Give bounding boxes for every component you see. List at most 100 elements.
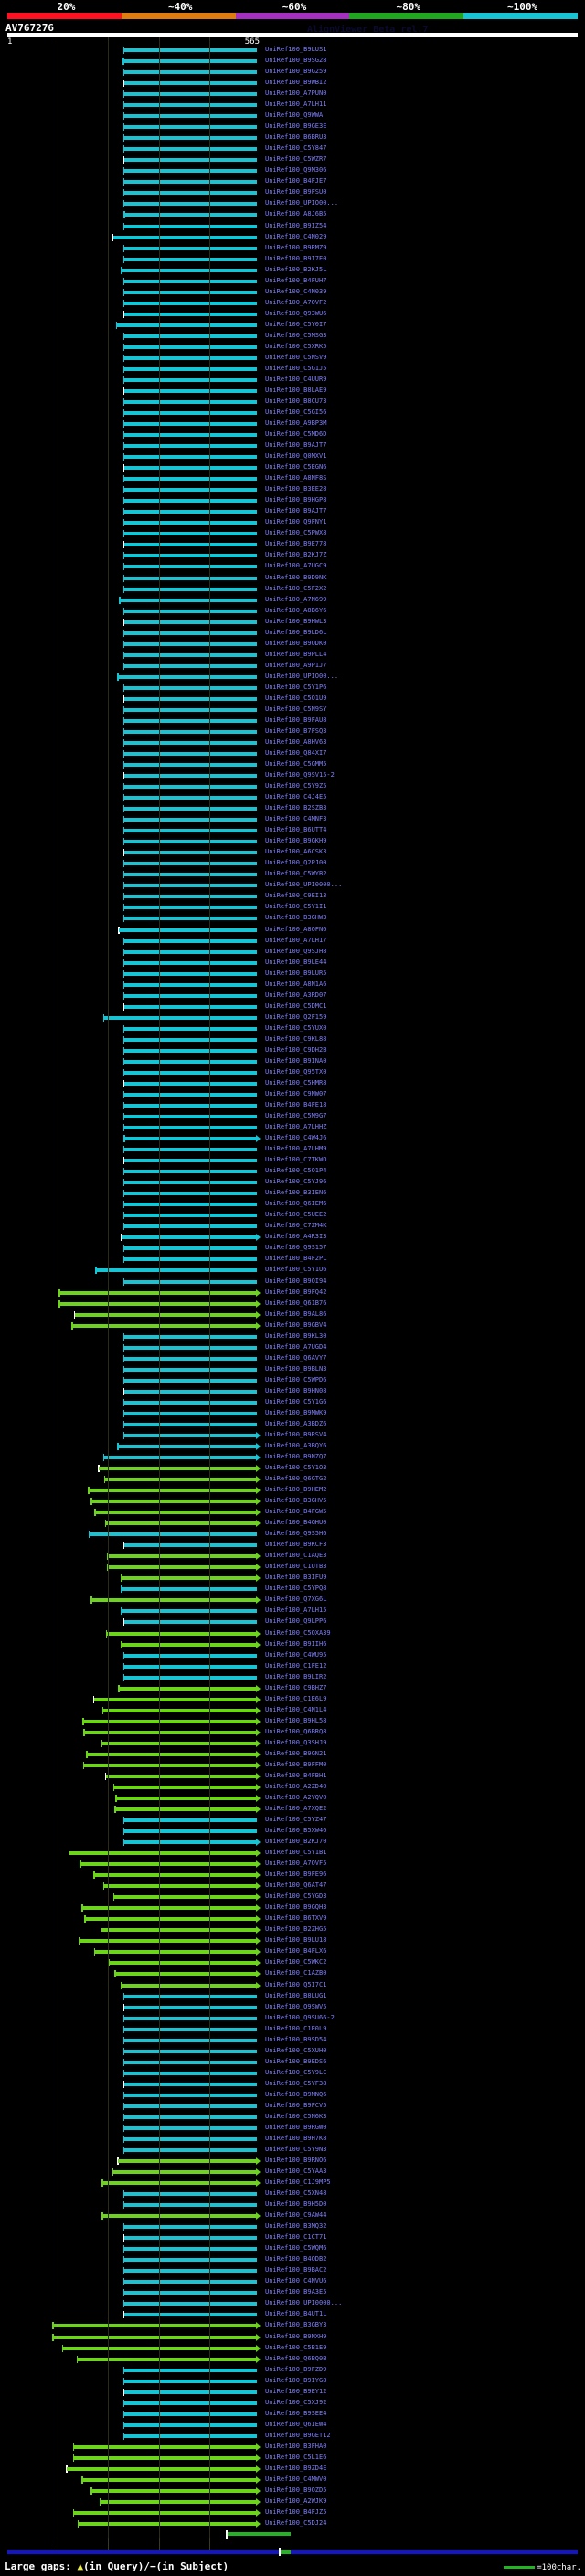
hsp-bar[interactable] xyxy=(91,1598,256,1603)
hsp-bar[interactable] xyxy=(123,1279,257,1284)
hsp-bar[interactable] xyxy=(123,257,257,261)
subject-label[interactable]: UniRef100_B9ZD4E xyxy=(265,2464,327,2472)
hit-row[interactable]: UniRef100_Q93WU6 xyxy=(0,309,585,322)
subject-label[interactable]: UniRef100_A8HV63 xyxy=(265,737,327,746)
subject-label[interactable]: UniRef100_B9IYG8 xyxy=(265,2376,327,2384)
hit-row[interactable]: UniRef100_B9IZ54 xyxy=(0,222,585,234)
hsp-bar[interactable] xyxy=(123,641,257,646)
subject-label[interactable]: UniRef100_C5XRK5 xyxy=(265,342,327,350)
hsp-bar[interactable] xyxy=(93,1697,256,1701)
hit-row[interactable]: UniRef100_Q9S157 xyxy=(0,1244,585,1256)
hsp-bar[interactable] xyxy=(95,1511,256,1515)
subject-label[interactable]: UniRef100_C5WKC2 xyxy=(265,1958,327,1966)
subject-label[interactable]: UniRef100_B9HEM2 xyxy=(265,1486,327,1494)
subject-label[interactable]: UniRef100_C5WZR7 xyxy=(265,155,327,164)
hit-row[interactable]: UniRef100_B9QI94 xyxy=(0,1277,585,1289)
hit-row[interactable]: UniRef100_B9WBI2 xyxy=(0,79,585,90)
subject-label[interactable]: UniRef100_B9GKH9 xyxy=(265,837,327,845)
subject-label[interactable]: UniRef100_A2WJK9 xyxy=(265,2496,327,2505)
hsp-bar[interactable] xyxy=(99,1467,256,1471)
subject-label[interactable]: UniRef100_Q6IEW4 xyxy=(265,2420,327,2428)
hit-row[interactable]: UniRef100_C5WYB2 xyxy=(0,870,585,882)
subject-label[interactable]: UniRef100_Q93WU6 xyxy=(265,309,327,317)
hsp-bar[interactable] xyxy=(123,1433,256,1437)
hsp-bar[interactable] xyxy=(118,1444,256,1448)
hsp-bar[interactable] xyxy=(123,1181,257,1185)
subject-label[interactable]: UniRef100_C5EGN6 xyxy=(265,463,327,472)
subject-label[interactable]: UniRef100_B3EE28 xyxy=(265,485,327,493)
subject-label[interactable]: UniRef100_B9QDK0 xyxy=(265,639,327,647)
hit-row[interactable]: UniRef100_C5WQM6 xyxy=(0,2244,585,2256)
hit-row[interactable]: UniRef100_A2WJK9 xyxy=(0,2496,585,2509)
subject-label[interactable]: UniRef100_B9KCF3 xyxy=(265,1541,327,1549)
hsp-bar[interactable] xyxy=(113,1895,256,1900)
subject-label[interactable]: UniRef100_C1AQE3 xyxy=(265,1552,327,1560)
subject-label[interactable]: UniRef100_C5Y1U6 xyxy=(265,1266,327,1274)
subject-label[interactable]: UniRef100_A7UGC9 xyxy=(265,562,327,570)
hit-row[interactable]: UniRef100_B9MWK9 xyxy=(0,1409,585,1421)
hsp-bar[interactable] xyxy=(122,1576,256,1581)
hsp-bar[interactable] xyxy=(123,2203,257,2208)
hsp-bar[interactable] xyxy=(123,59,257,64)
hit-row[interactable]: UniRef100_B9QDK0 xyxy=(0,639,585,652)
hit-row[interactable]: UniRef100_Q84XI7 xyxy=(0,749,585,761)
hsp-bar[interactable] xyxy=(123,103,257,108)
hsp-bar[interactable] xyxy=(123,444,257,449)
subject-label[interactable]: UniRef100_Q5I7C1 xyxy=(265,1980,327,1988)
hsp-bar[interactable] xyxy=(83,1763,256,1767)
hit-row[interactable]: UniRef100_C5O1P4 xyxy=(0,1167,585,1179)
subject-label[interactable]: UniRef100_B9D9NK xyxy=(265,573,327,581)
hsp-bar[interactable] xyxy=(123,818,257,822)
hsp-bar[interactable] xyxy=(123,2313,257,2317)
subject-label[interactable]: UniRef100_C5F2X2 xyxy=(265,584,327,592)
hsp-bar[interactable] xyxy=(123,2412,257,2416)
hsp-bar[interactable] xyxy=(123,1246,257,1251)
hit-row[interactable]: UniRef100_B9HL58 xyxy=(0,1717,585,1729)
hit-row[interactable]: UniRef100_C5M9G7 xyxy=(0,1112,585,1124)
hit-row[interactable]: UniRef100_C5YF38 xyxy=(0,2080,585,2092)
subject-label[interactable]: UniRef100_C5PWX8 xyxy=(265,529,327,537)
hit-row[interactable]: UniRef100_B9RMZ9 xyxy=(0,244,585,256)
hsp-bar[interactable] xyxy=(123,180,257,185)
subject-label[interactable]: UniRef100_Q6BRQ8 xyxy=(265,1727,327,1735)
subject-label[interactable]: UniRef100_C5O1U9 xyxy=(265,694,327,702)
hsp-bar[interactable] xyxy=(123,1818,257,1823)
subject-label[interactable]: UniRef100_B9RNO6 xyxy=(265,2157,327,2164)
subject-label[interactable]: UniRef100_B9EDS6 xyxy=(265,2057,327,2065)
subject-label[interactable]: UniRef100_B9IIH6 xyxy=(265,1639,327,1648)
hsp-bar[interactable] xyxy=(109,1961,256,1966)
subject-label[interactable]: UniRef100_B9HGP8 xyxy=(265,496,327,504)
hsp-bar[interactable] xyxy=(123,554,257,558)
hsp-bar[interactable] xyxy=(123,1214,257,1218)
hsp-bar[interactable] xyxy=(124,213,257,217)
subject-label[interactable]: UniRef100_B4FE18 xyxy=(265,1101,327,1108)
hsp-bar[interactable] xyxy=(123,2093,257,2097)
hsp-bar[interactable] xyxy=(123,2390,257,2394)
hsp-bar[interactable] xyxy=(72,1323,256,1328)
subject-label[interactable]: UniRef100_UPI0000... xyxy=(265,2299,343,2307)
hit-row[interactable]: UniRef100_C5HMR8 xyxy=(0,1079,585,1091)
subject-label[interactable]: UniRef100_B9AJT7 xyxy=(265,441,327,450)
hit-row[interactable]: UniRef100_B9QZD5 xyxy=(0,2486,585,2498)
subject-label[interactable]: UniRef100_C5GI56 xyxy=(265,408,327,417)
hsp-bar[interactable] xyxy=(67,2466,256,2471)
hit-row[interactable]: UniRef100_B9RNO6 xyxy=(0,2157,585,2168)
hit-row[interactable]: UniRef100_B2KJ70 xyxy=(0,1838,585,1850)
subject-label[interactable]: UniRef100_A2YQV0 xyxy=(265,1793,327,1801)
hsp-bar[interactable] xyxy=(122,268,257,272)
hsp-bar[interactable] xyxy=(123,895,257,899)
hsp-bar[interactable] xyxy=(123,388,257,393)
hsp-bar[interactable] xyxy=(123,2433,257,2438)
hit-row[interactable]: UniRef100_B9GKH9 xyxy=(0,837,585,849)
hit-row[interactable]: UniRef100_C4MNF3 xyxy=(0,815,585,827)
hit-row[interactable]: UniRef100_B3EE28 xyxy=(0,485,585,497)
hsp-bar[interactable] xyxy=(89,1489,256,1493)
subject-label[interactable]: UniRef100_B7FSQ3 xyxy=(265,726,327,735)
hsp-bar[interactable] xyxy=(123,1345,257,1350)
hsp-bar[interactable] xyxy=(123,2082,257,2086)
hsp-bar[interactable] xyxy=(123,488,257,493)
hsp-bar[interactable] xyxy=(123,2302,257,2306)
subject-label[interactable]: UniRef100_B4F2PL xyxy=(265,1255,327,1263)
hit-row[interactable]: UniRef100_C5Y9Z5 xyxy=(0,782,585,794)
hit-row[interactable]: UniRef100_B6UTT4 xyxy=(0,826,585,838)
